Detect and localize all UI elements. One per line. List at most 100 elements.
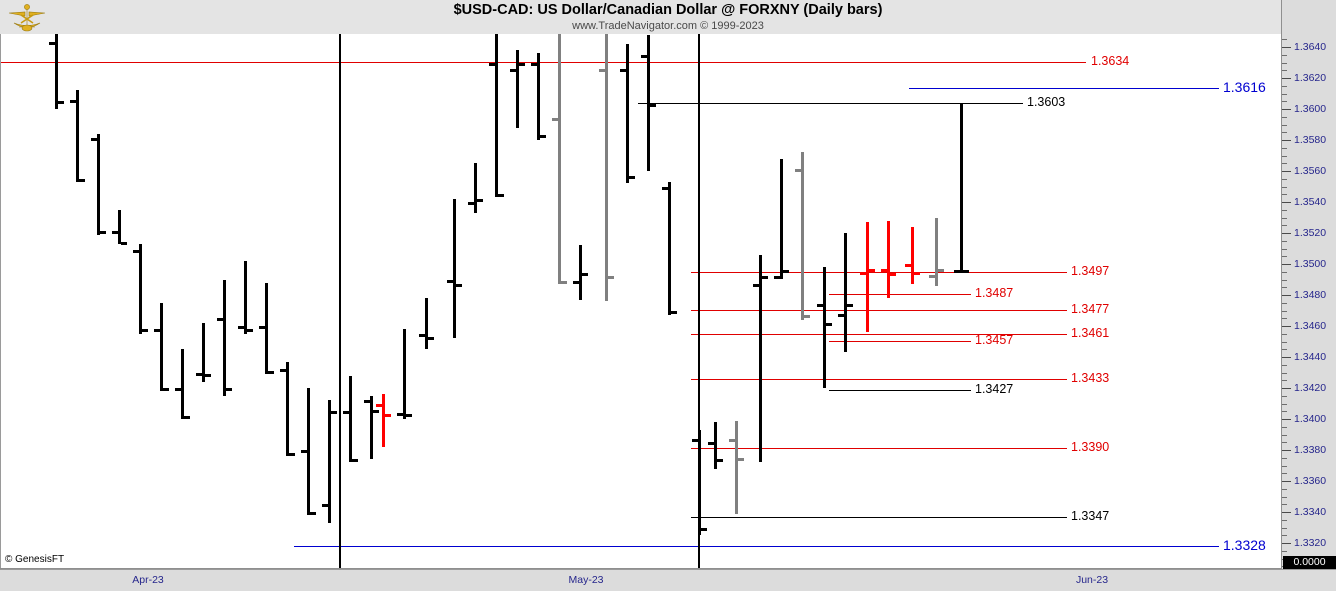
price-level-line[interactable]: [294, 546, 1219, 547]
ohlc-open-tick: [468, 202, 474, 205]
ohlc-bar[interactable]: [474, 163, 477, 213]
ohlc-bar[interactable]: [382, 394, 385, 447]
ohlc-bar[interactable]: [647, 34, 650, 171]
ohlc-bar[interactable]: [960, 104, 963, 274]
ohlc-bar[interactable]: [605, 34, 608, 302]
ohlc-bar[interactable]: [537, 53, 540, 140]
ohlc-open-tick: [929, 274, 935, 278]
ohlc-open-tick: [154, 329, 160, 333]
ohlc-bar[interactable]: [759, 254, 762, 463]
ohlc-bar[interactable]: [735, 420, 738, 514]
ohlc-close-tick: [717, 459, 723, 463]
ohlc-open-tick: [376, 403, 382, 407]
ohlc-bar[interactable]: [801, 152, 804, 320]
ohlc-bar[interactable]: [286, 361, 289, 457]
ohlc-close-tick: [701, 527, 707, 531]
ohlc-bar[interactable]: [579, 245, 582, 300]
ohlc-bar[interactable]: [558, 34, 561, 285]
price-level-line[interactable]: [691, 272, 1067, 273]
price-axis-label: 1.3480: [1294, 289, 1327, 301]
ohlc-bar[interactable]: [425, 298, 428, 350]
ohlc-bar[interactable]: [76, 90, 79, 182]
ohlc-bar[interactable]: [160, 302, 163, 392]
ohlc-bar[interactable]: [887, 220, 890, 299]
ohlc-bar[interactable]: [202, 322, 205, 382]
ohlc-bar[interactable]: [223, 279, 226, 396]
ohlc-open-tick: [795, 169, 801, 173]
ohlc-bar[interactable]: [307, 388, 310, 516]
price-axis-minor-tick: [1282, 101, 1287, 103]
price-axis-minor-tick: [1282, 116, 1287, 118]
ohlc-open-tick: [112, 231, 118, 235]
ohlc-bar[interactable]: [935, 217, 938, 286]
ohlc-open-tick: [774, 276, 780, 280]
ohlc-bar[interactable]: [823, 267, 826, 388]
ohlc-bar[interactable]: [118, 209, 121, 244]
ohlc-bar[interactable]: [668, 181, 671, 316]
ohlc-close-tick: [498, 194, 504, 198]
price-level-line[interactable]: [691, 334, 1067, 335]
ohlc-close-tick: [477, 198, 483, 202]
ohlc-bar[interactable]: [911, 226, 914, 285]
price-level-line[interactable]: [829, 390, 971, 391]
price-axis-tick: [1282, 109, 1291, 110]
price-level-line[interactable]: [909, 88, 1219, 89]
genesis-copyright: © GenesisFT: [5, 554, 65, 565]
ohlc-bar[interactable]: [495, 34, 498, 198]
ohlc-close-tick: [142, 329, 148, 333]
ohlc-bar[interactable]: [780, 158, 783, 280]
ohlc-close-tick: [79, 178, 85, 182]
ohlc-open-tick: [301, 450, 307, 453]
price-level-line[interactable]: [691, 517, 1067, 518]
price-level-line[interactable]: [829, 341, 971, 342]
ohlc-bar[interactable]: [516, 50, 519, 128]
ohlc-bar[interactable]: [328, 400, 331, 523]
ohlc-open-tick: [573, 281, 579, 285]
price-axis-minor-tick: [1282, 93, 1287, 95]
ohlc-bar[interactable]: [844, 233, 847, 353]
ohlc-open-tick: [91, 138, 97, 142]
ohlc-close-tick: [184, 415, 190, 419]
price-axis[interactable]: 1.3640 1.3620 1.3600 1.3580 1.3560 1.3540 1.35…: [1281, 0, 1336, 591]
ohlc-close-tick: [826, 322, 832, 326]
price-level-label: 1.3487: [975, 286, 1014, 300]
ohlc-bar[interactable]: [714, 422, 717, 469]
price-level-line[interactable]: [691, 448, 1067, 449]
ohlc-bar[interactable]: [453, 198, 456, 339]
ohlc-open-tick: [280, 369, 286, 373]
price-axis-minor-tick: [1282, 194, 1287, 196]
ohlc-bar[interactable]: [97, 133, 100, 235]
ohlc-bar[interactable]: [349, 375, 352, 463]
price-level-line[interactable]: [829, 294, 971, 295]
ohlc-bar[interactable]: [403, 329, 406, 419]
price-level-line[interactable]: [1, 62, 1086, 63]
price-axis-minor-tick: [1282, 364, 1287, 366]
ohlc-bar[interactable]: [55, 34, 58, 109]
price-axis-minor-tick: [1282, 527, 1287, 529]
price-level-line[interactable]: [638, 103, 1023, 104]
price-axis-minor-tick: [1282, 279, 1287, 281]
ohlc-bar[interactable]: [698, 429, 701, 536]
price-axis-minor-tick: [1282, 341, 1287, 343]
price-axis-tick: [1282, 171, 1291, 172]
ohlc-bar[interactable]: [181, 349, 184, 419]
price-axis-label: 1.3620: [1294, 72, 1327, 84]
price-level-label: 1.3603: [1027, 95, 1066, 109]
date-axis[interactable]: Apr-23 May-23 Jun-23: [0, 569, 1336, 591]
ohlc-bar[interactable]: [139, 243, 142, 334]
ohlc-bar[interactable]: [370, 395, 373, 460]
price-chart-plot[interactable]: 1.3634 1.3616 1.3603 1.3497 1.3487 1.3477 1.34…: [0, 34, 1281, 568]
price-level-line[interactable]: [691, 379, 1067, 380]
ohlc-bar[interactable]: [244, 260, 247, 334]
price-axis-label: 1.3400: [1294, 413, 1327, 425]
price-axis-minor-tick: [1282, 240, 1287, 242]
ohlc-open-tick: [599, 68, 605, 72]
ohlc-bar[interactable]: [866, 222, 869, 333]
ohlc-close-tick: [268, 370, 274, 374]
ohlc-bar[interactable]: [265, 282, 268, 375]
price-axis-minor-tick: [1282, 70, 1287, 72]
price-level-label: 1.3477: [1071, 302, 1110, 316]
price-level-line[interactable]: [691, 310, 1067, 311]
ohlc-bar[interactable]: [626, 43, 629, 184]
ohlc-close-tick: [671, 310, 677, 314]
